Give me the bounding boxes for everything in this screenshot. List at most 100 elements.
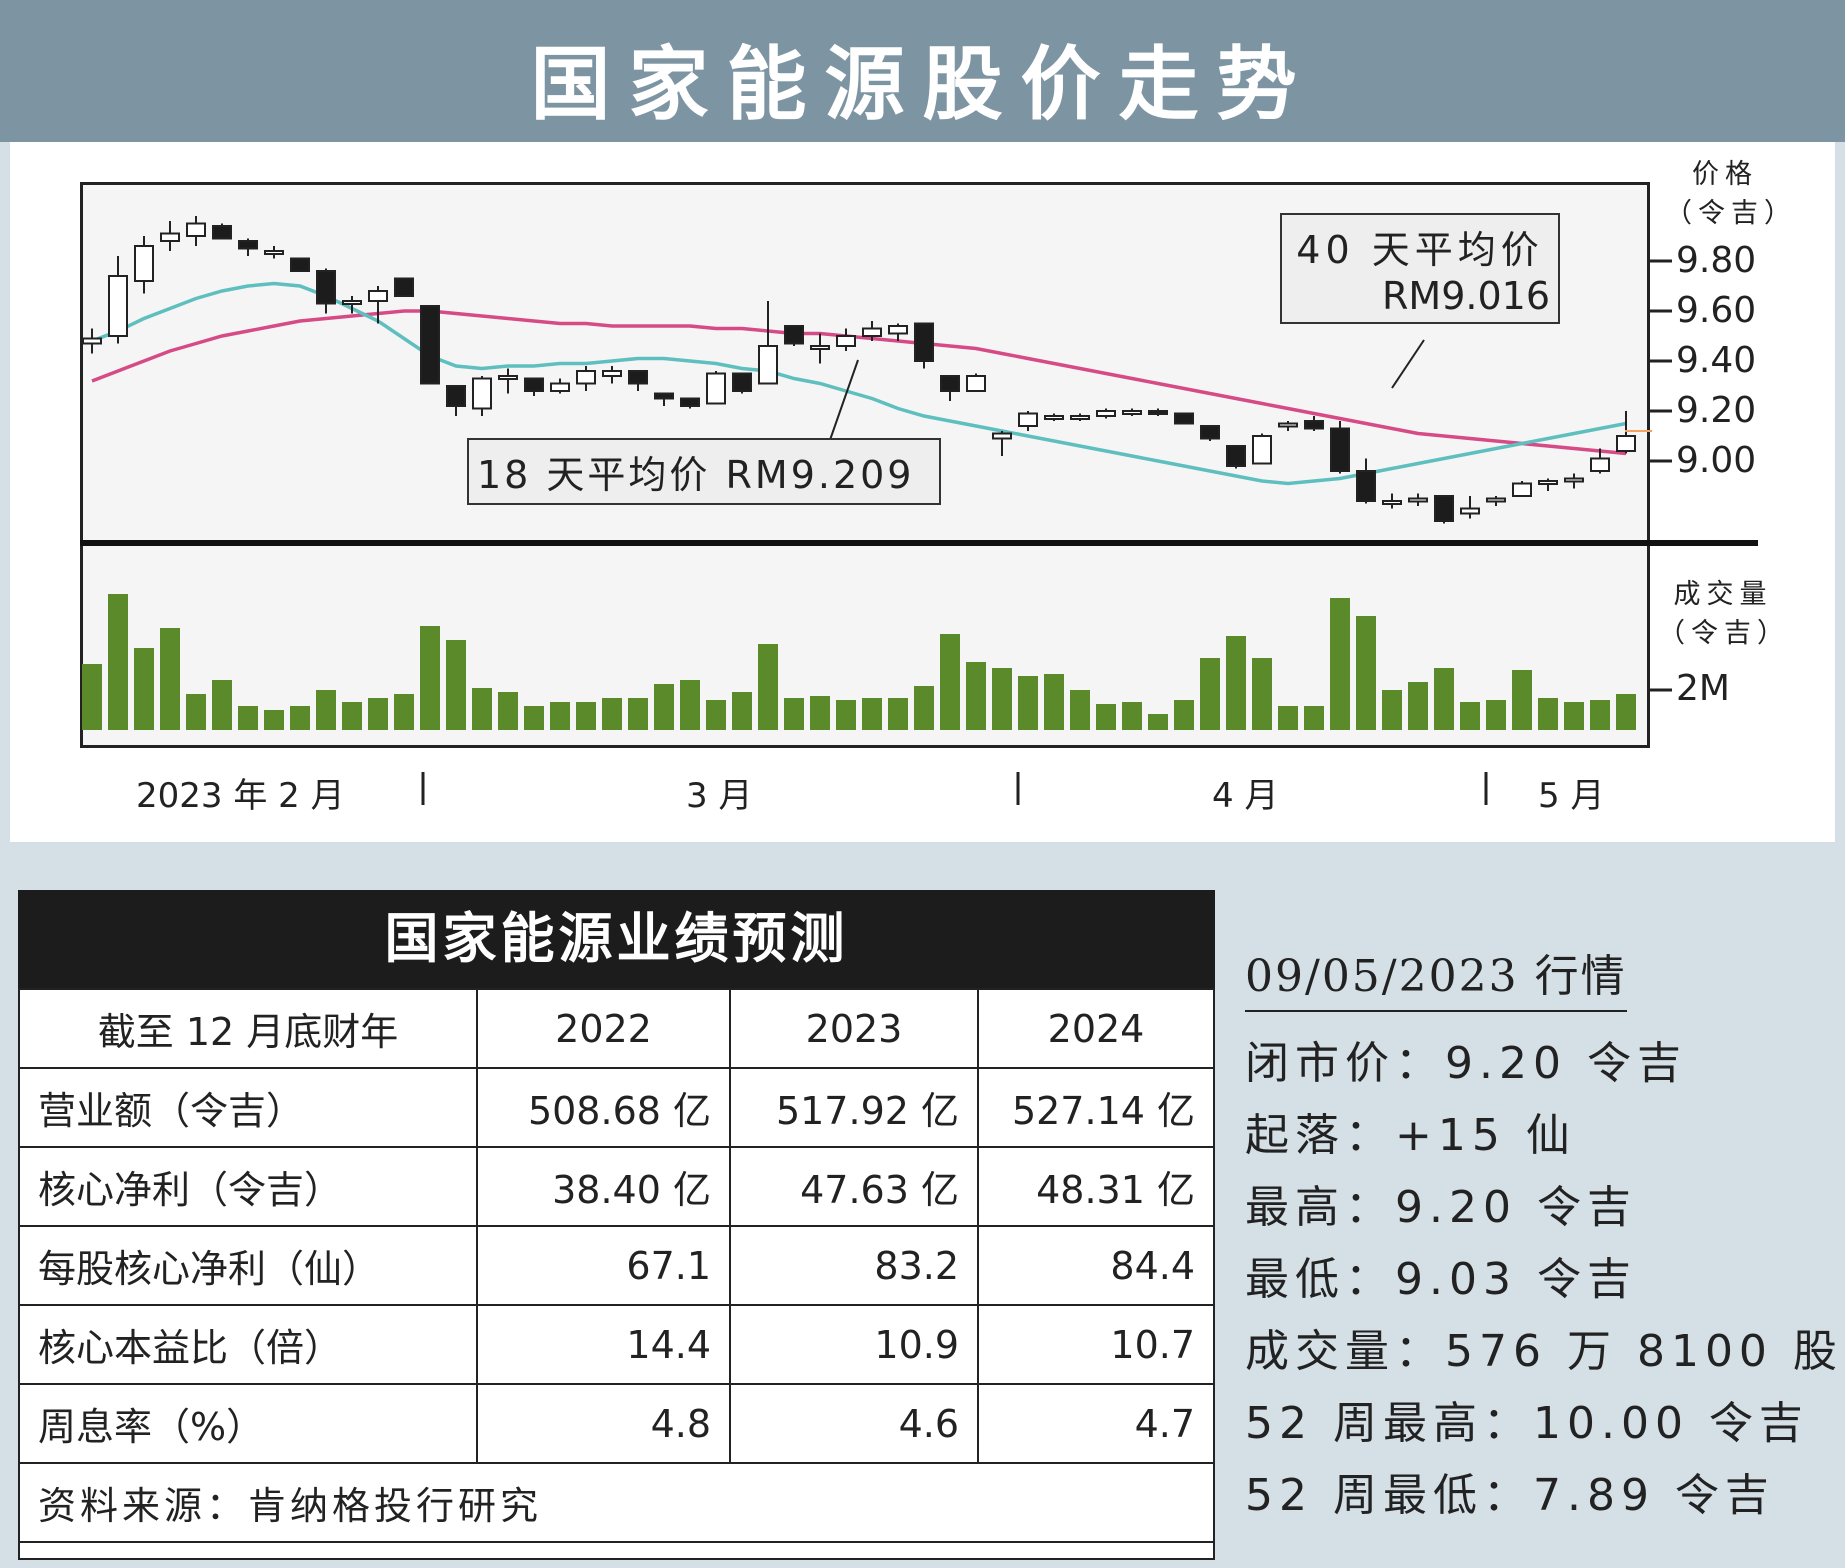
- volume-bar: [1330, 598, 1350, 730]
- volume-bar: [134, 648, 154, 730]
- ma40-leader-line: [1391, 339, 1425, 389]
- candle-down: [290, 257, 310, 272]
- volume-bar: [1356, 616, 1376, 730]
- volume-bar: [1408, 682, 1428, 730]
- table-cell: 4.6: [729, 1383, 979, 1464]
- market-info: 09/05/2023 行情 闭市价：9.20 令吉 起落：+15 仙 最高：9.…: [1245, 940, 1843, 1532]
- volume-axis-label: 成交量 （令吉）: [1658, 572, 1788, 650]
- candle-up: [992, 432, 1012, 440]
- candle-up: [1616, 435, 1636, 452]
- ma40-callout: 40 天平均价 RM9.016: [1280, 213, 1560, 324]
- price-tick-label: 9.00: [1676, 440, 1757, 481]
- volume-bar: [524, 706, 544, 730]
- candle-down: [680, 397, 700, 407]
- volume-bar: [1278, 706, 1298, 730]
- volume-bar: [1382, 690, 1402, 730]
- volume-bar: [1512, 670, 1532, 730]
- candle-down: [238, 240, 258, 250]
- volume-bar: [1564, 702, 1584, 730]
- candle-down: [1200, 425, 1220, 440]
- volume-bar: [706, 700, 726, 730]
- volume-bar: [758, 644, 778, 730]
- volume-bar: [212, 680, 232, 730]
- table-source-row: 资料来源：肯纳格投行研究: [18, 1462, 1215, 1543]
- volume-bar: [654, 684, 674, 730]
- market-line: 成交量：576 万 8100 股: [1245, 1326, 1843, 1377]
- volume-bar: [420, 626, 440, 730]
- title-bar: 国家能源股价走势: [0, 0, 1845, 142]
- candle-down: [1304, 420, 1324, 430]
- candle-up: [342, 300, 362, 305]
- volume-bar: [914, 686, 934, 730]
- volume-bar: [1044, 674, 1064, 730]
- price-tick-label: 9.60: [1676, 290, 1757, 331]
- table-cell-label: 核心本益比（倍）: [18, 1304, 478, 1385]
- volume-bar: [160, 628, 180, 730]
- volume-bar: [1460, 702, 1480, 730]
- candle-down: [1148, 410, 1168, 415]
- price-axis-label-line2: （令吉）: [1665, 198, 1797, 229]
- table-cell: 84.4: [977, 1225, 1215, 1306]
- candle-up: [966, 375, 986, 392]
- table-row: 每股核心净利（仙） 67.1 83.2 84.4: [18, 1225, 1215, 1306]
- forecast-table: 截至 12 月底财年 2022 2023 2024 营业额（令吉） 508.68…: [18, 988, 1215, 1543]
- candle-down: [1330, 427, 1350, 472]
- market-date: 09/05/2023 行情: [1245, 940, 1627, 1012]
- candle-up: [1512, 482, 1532, 497]
- candle-up: [82, 337, 102, 345]
- candle-up: [498, 375, 518, 380]
- volume-bar: [342, 702, 362, 730]
- candle-up: [888, 325, 908, 335]
- table-cell-label: 核心净利（令吉）: [18, 1146, 478, 1227]
- volume-bar: [1304, 706, 1324, 730]
- table-cell: 508.68 亿: [476, 1067, 731, 1148]
- candle-up: [836, 335, 856, 347]
- volume-bar: [680, 680, 700, 730]
- volume-bar: [1434, 668, 1454, 730]
- candlestick-chart: [82, 216, 1672, 805]
- market-line: 闭市价：9.20 令吉: [1245, 1038, 1687, 1089]
- volume-bar: [498, 692, 518, 730]
- candle-up: [186, 222, 206, 237]
- month-label: 2023 年 2 月: [136, 776, 345, 816]
- candle-down: [394, 277, 414, 297]
- price-axis-label-line1: 价格: [1692, 159, 1758, 190]
- table-cell: 83.2: [729, 1225, 979, 1306]
- volume-bar: [1616, 694, 1636, 730]
- candle-up: [134, 245, 154, 282]
- table-header-cell: 2022: [476, 988, 731, 1069]
- candle-up: [550, 382, 570, 392]
- candle-down: [1226, 445, 1246, 467]
- candle-down: [316, 270, 336, 305]
- volume-bar: [862, 698, 882, 730]
- table-cell: 4.7: [977, 1383, 1215, 1464]
- volume-bar: [550, 702, 570, 730]
- candle-up: [1564, 477, 1584, 483]
- chart-title: 国家能源股价走势: [530, 38, 1315, 131]
- table-header-row: 截至 12 月底财年 2022 2023 2024: [18, 988, 1215, 1069]
- table-header-cell: 2023: [729, 988, 979, 1069]
- candle-up: [1382, 500, 1402, 505]
- panel-separator: [80, 540, 1758, 546]
- candle-up: [108, 275, 128, 337]
- volume-bar: [784, 698, 804, 730]
- table-cell: 14.4: [476, 1304, 731, 1385]
- volume-bar: [1252, 658, 1272, 730]
- source-note: 资料来源：肯纳格投行研究: [18, 1462, 1215, 1543]
- volume-bar: [602, 698, 622, 730]
- candle-down: [524, 377, 544, 392]
- candle-down: [628, 370, 648, 385]
- volume-bar: [186, 694, 206, 730]
- candle-up: [472, 377, 492, 410]
- candle-down: [784, 325, 804, 345]
- candle-up: [368, 290, 388, 302]
- volume-bar: [1122, 702, 1142, 730]
- volume-bar: [1148, 714, 1168, 730]
- volume-bar: [1486, 700, 1506, 730]
- table-cell: 48.31 亿: [977, 1146, 1215, 1227]
- volume-bar: [446, 640, 466, 730]
- candle-down: [1434, 495, 1454, 522]
- candle-up: [758, 345, 778, 385]
- volume-bar: [940, 634, 960, 730]
- volume-bar: [82, 664, 102, 730]
